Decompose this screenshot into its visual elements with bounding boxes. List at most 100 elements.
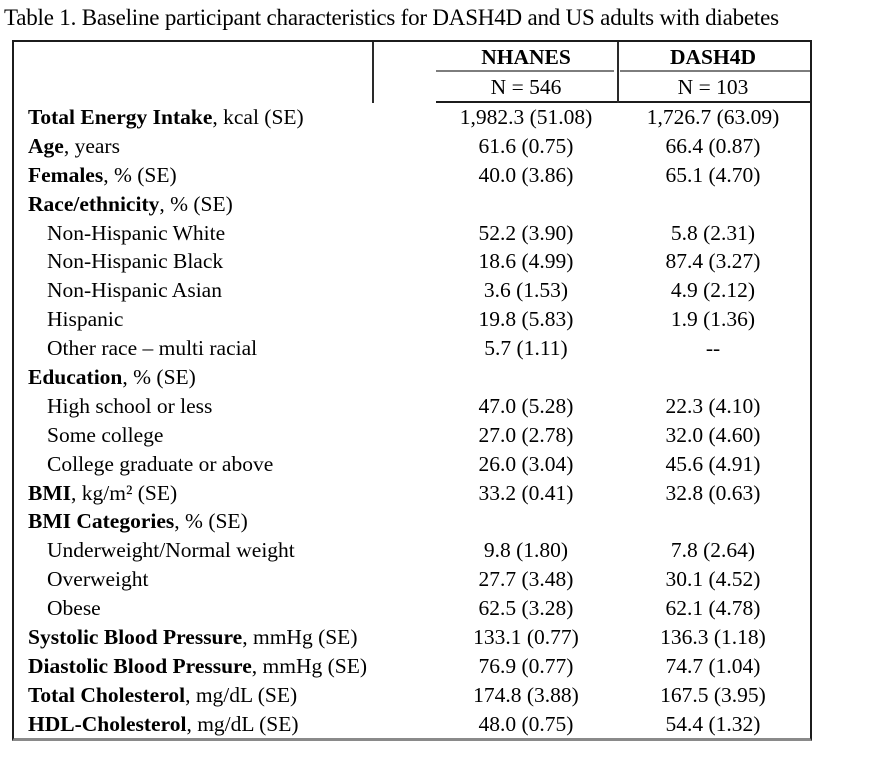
row-label-bold: Diastolic Blood Pressure — [28, 653, 252, 678]
dash4d-value — [616, 363, 810, 392]
nhanes-value: 76.9 (0.77) — [478, 653, 574, 678]
dash4d-value — [616, 507, 810, 536]
nhanes-value: 26.0 (3.04) — [478, 451, 574, 476]
header-underline-nhanes — [436, 69, 614, 73]
row-label: Age, years — [14, 132, 436, 161]
table-row: Race/ethnicity, % (SE) — [14, 190, 810, 219]
nhanes-value: 174.8 (3.88) — [473, 682, 579, 707]
row-label: BMI Categories, % (SE) — [14, 507, 436, 536]
dash4d-value: -- — [705, 336, 721, 361]
table-row: BMI Categories, % (SE) — [14, 507, 810, 536]
column-header-nhanes: NHANES — [481, 45, 571, 69]
table-caption: Table 1. Baseline participant characteri… — [4, 5, 779, 30]
dash4d-value: 65.1 (4.70) — [665, 162, 761, 187]
sample-size-nhanes: N = 546 — [490, 75, 562, 99]
table-row: HDL-Cholesterol, mg/dL (SE) 48.0 (0.75) … — [14, 710, 810, 739]
dash4d-value: 1.9 (1.36) — [670, 307, 756, 332]
dash4d-value: 7.8 (2.64) — [670, 538, 756, 563]
row-label: Obese — [14, 594, 436, 623]
row-label: BMI, kg/m² (SE) — [14, 479, 436, 508]
row-label: Diastolic Blood Pressure, mmHg (SE) — [14, 652, 436, 681]
nhanes-value: 9.8 (1.80) — [483, 538, 569, 563]
table-row: Underweight/Normal weight 9.8 (1.80) 7.8… — [14, 536, 810, 565]
table-row: Some college 27.0 (2.78) 32.0 (4.60) — [14, 421, 810, 450]
nhanes-value: 18.6 (4.99) — [478, 249, 574, 274]
row-label-rest: Underweight/Normal weight — [47, 538, 295, 563]
row-label-bold: Systolic Blood Pressure — [28, 625, 243, 650]
nhanes-value: 27.7 (3.48) — [478, 567, 574, 592]
dash4d-value: 1,726.7 (63.09) — [646, 105, 780, 129]
row-label-rest: High school or less — [47, 393, 213, 418]
row-label-bold: Race/ethnicity — [28, 191, 160, 216]
row-label: Overweight — [14, 565, 436, 594]
nhanes-value: 48.0 (0.75) — [478, 711, 574, 736]
table-row: BMI, kg/m² (SE) 33.2 (0.41) 32.8 (0.63) — [14, 479, 810, 508]
nhanes-value: 27.0 (2.78) — [478, 422, 574, 447]
nhanes-value: 47.0 (5.28) — [478, 393, 574, 418]
nhanes-value: 133.1 (0.77) — [473, 625, 579, 650]
nhanes-value: 5.7 (1.11) — [484, 336, 568, 361]
table-row: Diastolic Blood Pressure, mmHg (SE) 76.9… — [14, 652, 810, 681]
nhanes-value: 3.6 (1.53) — [483, 278, 569, 303]
row-label-rest: Non-Hispanic Asian — [47, 278, 222, 303]
table-row: High school or less 47.0 (5.28) 22.3 (4.… — [14, 392, 810, 421]
row-label: Total Cholesterol, mg/dL (SE) — [14, 681, 436, 710]
nhanes-value: 1,982.3 (51.08) — [459, 105, 593, 129]
row-label-rest: Overweight — [47, 567, 149, 592]
dash4d-value: 22.3 (4.10) — [665, 393, 761, 418]
row-label: Underweight/Normal weight — [14, 536, 436, 565]
row-label-rest: Non-Hispanic Black — [47, 249, 224, 274]
row-label-rest: Non-Hispanic White — [47, 220, 226, 245]
row-label: Non-Hispanic White — [14, 219, 436, 248]
row-label-rest: , % (SE) — [103, 162, 177, 187]
row-label-rest: , mg/dL (SE) — [186, 711, 299, 736]
table-row: College graduate or above 26.0 (3.04) 45… — [14, 450, 810, 479]
dash4d-value — [616, 190, 810, 219]
row-label-rest: , % (SE) — [159, 191, 233, 216]
row-label-rest: College graduate or above — [47, 451, 274, 476]
header-column-divider-right — [617, 42, 619, 103]
row-label-rest: , mmHg (SE) — [251, 653, 368, 678]
table-row: Age, years 61.6 (0.75) 66.4 (0.87) — [14, 132, 810, 161]
table-subheader-row: N = 546 N = 103 — [14, 72, 810, 103]
row-label-bold: BMI — [28, 480, 71, 505]
subheader-underline — [436, 101, 810, 103]
table-row: Other race – multi racial 5.7 (1.11) -- — [14, 334, 810, 363]
row-label-bold: HDL-Cholesterol — [28, 711, 187, 736]
row-label-rest: , kg/m² (SE) — [71, 480, 178, 505]
row-label: Education, % (SE) — [14, 363, 436, 392]
table-row: Overweight 27.7 (3.48) 30.1 (4.52) — [14, 565, 810, 594]
row-label-rest: Some college — [47, 422, 164, 447]
dash4d-value: 4.9 (2.12) — [670, 278, 756, 303]
row-label: Non-Hispanic Black — [14, 247, 436, 276]
row-label-bold: Total Cholesterol — [28, 682, 186, 707]
dash4d-value: 87.4 (3.27) — [665, 249, 761, 274]
row-label: HDL-Cholesterol, mg/dL (SE) — [14, 710, 436, 739]
table-row: Total Cholesterol, mg/dL (SE) 174.8 (3.8… — [14, 681, 810, 710]
table-body: Total Energy Intake, kcal (SE) 1,982.3 (… — [14, 103, 810, 739]
nhanes-value — [436, 507, 616, 536]
dash4d-value: 74.7 (1.04) — [665, 653, 761, 678]
nhanes-value: 33.2 (0.41) — [478, 480, 574, 505]
table-row: Total Energy Intake, kcal (SE) 1,982.3 (… — [14, 103, 810, 132]
table-row: Systolic Blood Pressure, mmHg (SE) 133.1… — [14, 623, 810, 652]
row-label-bold: BMI Categories — [28, 509, 175, 534]
row-label: College graduate or above — [14, 450, 436, 479]
dash4d-value: 32.0 (4.60) — [665, 422, 761, 447]
table-header-row: NHANES DASH4D — [14, 42, 810, 72]
table-row: Non-Hispanic Asian 3.6 (1.53) 4.9 (2.12) — [14, 276, 810, 305]
row-label-rest: , mg/dL (SE) — [185, 682, 298, 707]
dash4d-value: 136.3 (1.18) — [660, 625, 766, 650]
row-label: Systolic Blood Pressure, mmHg (SE) — [14, 623, 436, 652]
row-label: Race/ethnicity, % (SE) — [14, 190, 436, 219]
table-row: Hispanic 19.8 (5.83) 1.9 (1.36) — [14, 305, 810, 334]
nhanes-value: 61.6 (0.75) — [478, 133, 574, 158]
row-label-bold: Education — [28, 365, 123, 390]
row-label-rest: , mmHg (SE) — [242, 625, 358, 650]
dash4d-value: 5.8 (2.31) — [670, 220, 756, 245]
row-label-rest: Hispanic — [47, 307, 124, 332]
column-header-dash4d: DASH4D — [669, 45, 756, 69]
dash4d-value: 167.5 (3.95) — [660, 682, 766, 707]
row-label-rest: , kcal (SE) — [212, 105, 304, 129]
